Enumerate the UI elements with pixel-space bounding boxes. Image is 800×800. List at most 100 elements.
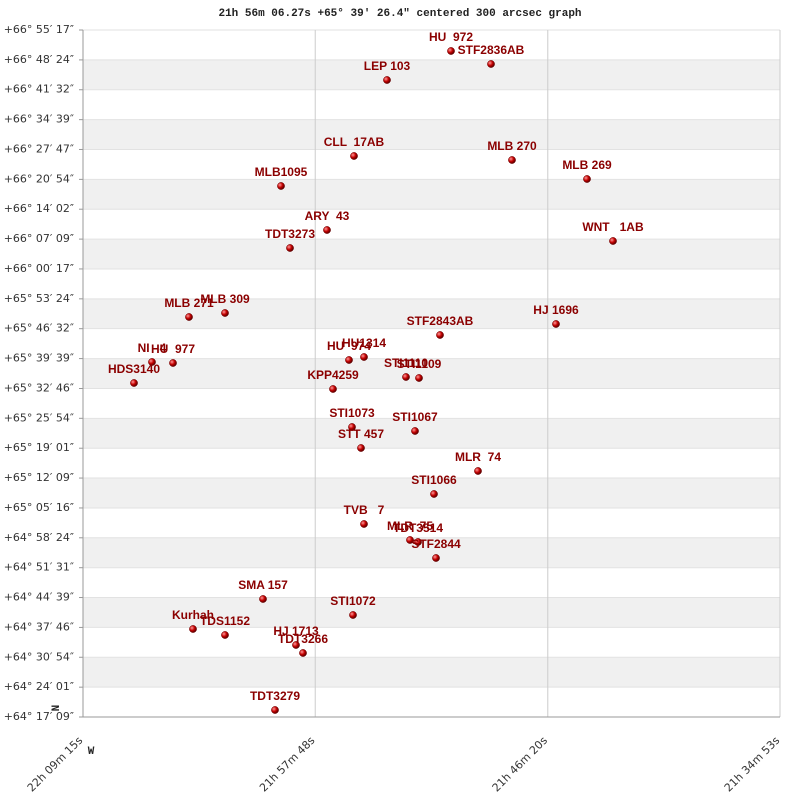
- bands: [83, 59, 780, 688]
- star-label: TDT3514: [393, 521, 443, 535]
- y-tick-label: +64° 51′ 31″: [4, 561, 74, 574]
- y-tick-label: +64° 58′ 24″: [4, 531, 74, 544]
- star: [259, 595, 267, 603]
- star-label: STI1109: [397, 357, 442, 371]
- x-tick-label: 21h 57m 48s: [257, 734, 318, 795]
- star: [383, 76, 391, 84]
- y-tick-label: +66° 20′ 54″: [4, 172, 74, 185]
- star-label: MLB 269: [562, 158, 612, 172]
- y-tick-label: +64° 37′ 46″: [4, 620, 74, 633]
- star-label: CLL 17AB: [324, 135, 385, 149]
- star: [360, 520, 368, 528]
- star: [552, 320, 560, 328]
- star-label: MLR 75: [387, 519, 433, 533]
- star-label: Kurhah: [172, 608, 214, 622]
- star-label: MLB1095: [255, 165, 308, 179]
- y-tick-label: +66° 14′ 02″: [4, 202, 74, 215]
- star-label: HU 972: [429, 30, 473, 44]
- star-label: MLB 309: [200, 292, 250, 306]
- star-label: TDS1152: [200, 614, 250, 628]
- star: [349, 611, 357, 619]
- band: [83, 597, 780, 628]
- star-label: HJ 1713: [273, 624, 319, 638]
- star-label: TVB 7: [344, 503, 385, 517]
- y-tick-label: +64° 44′ 39″: [4, 591, 74, 604]
- star: [185, 313, 193, 321]
- y-tick-label: +64° 17′ 09″: [4, 710, 74, 723]
- star-label: WNT 1AB: [582, 220, 644, 234]
- star-label: HU 977: [151, 342, 195, 356]
- star: [271, 706, 279, 714]
- star-label: MLR 74: [455, 450, 501, 464]
- star: [292, 641, 300, 649]
- star: [221, 631, 229, 639]
- y-tick-label: +65° 53′ 24″: [4, 292, 74, 305]
- band: [83, 537, 780, 568]
- band: [83, 239, 780, 269]
- y-tick-label: +66° 27′ 47″: [4, 142, 74, 155]
- star: [221, 309, 229, 317]
- star: [436, 331, 444, 339]
- west-label: W: [88, 746, 95, 758]
- star: [414, 538, 422, 546]
- north-label: N: [51, 705, 63, 712]
- band: [83, 657, 780, 688]
- star: [430, 490, 438, 498]
- star-label: NI 4: [138, 341, 167, 355]
- star: [583, 175, 591, 183]
- band: [83, 418, 780, 449]
- star: [415, 374, 423, 382]
- star-label: TDT3279: [250, 689, 300, 703]
- star-label: LEP 103: [364, 59, 411, 73]
- y-tick-label: +65° 19′ 01″: [4, 441, 74, 454]
- star-label: STI1073: [329, 406, 375, 420]
- star: [474, 467, 482, 475]
- star-label: STT 457: [338, 427, 384, 441]
- star: [402, 373, 410, 381]
- y-tick-label: +64° 30′ 54″: [4, 650, 74, 663]
- y-tick-label: +65° 32′ 46″: [4, 381, 74, 394]
- y-tick-label: +65° 39′ 39″: [4, 352, 74, 365]
- star: [447, 47, 455, 55]
- star-label: HJ 1696: [533, 303, 579, 317]
- chart-title: 21h 56m 06.27s +65° 39′ 26.4″ centered 3…: [218, 8, 581, 20]
- y-tick-label: +65° 12′ 09″: [4, 471, 74, 484]
- star: [406, 536, 414, 544]
- star: [360, 353, 368, 361]
- star-label: ARY 43: [305, 209, 350, 223]
- star-label: KPP4259: [307, 368, 359, 382]
- star: [148, 358, 156, 366]
- band: [83, 358, 780, 389]
- star: [286, 244, 294, 252]
- y-tick-label: +64° 24′ 01″: [4, 680, 74, 693]
- star: [432, 554, 440, 562]
- star: [130, 379, 138, 387]
- star-label: STI1072: [330, 594, 376, 608]
- y-tick-label: +66° 41′ 32″: [4, 83, 74, 96]
- star-label: HU 974: [327, 339, 371, 353]
- star: [357, 444, 365, 452]
- star: [329, 385, 337, 393]
- star: [299, 649, 307, 657]
- star-label: STI1066: [411, 473, 457, 487]
- star: [345, 356, 353, 364]
- band: [83, 179, 780, 210]
- star: [189, 625, 197, 633]
- star-label: HU1314: [342, 336, 386, 350]
- y-tick-label: +65° 46′ 32″: [4, 322, 74, 335]
- star-label: STI1110: [384, 356, 428, 370]
- star: [277, 182, 285, 190]
- star: [487, 60, 495, 68]
- star-label: SMA 157: [238, 578, 288, 592]
- band: [83, 298, 780, 329]
- y-tick-label: +66° 07′ 09″: [4, 232, 74, 245]
- x-tick-label: 21h 46m 20s: [490, 734, 551, 795]
- star: [411, 427, 419, 435]
- star-label: HDS3140: [108, 362, 160, 376]
- star-label: MLB 271: [164, 296, 214, 310]
- star: [350, 152, 358, 160]
- band: [83, 59, 780, 90]
- x-tick-label: 21h 34m 53s: [722, 734, 783, 795]
